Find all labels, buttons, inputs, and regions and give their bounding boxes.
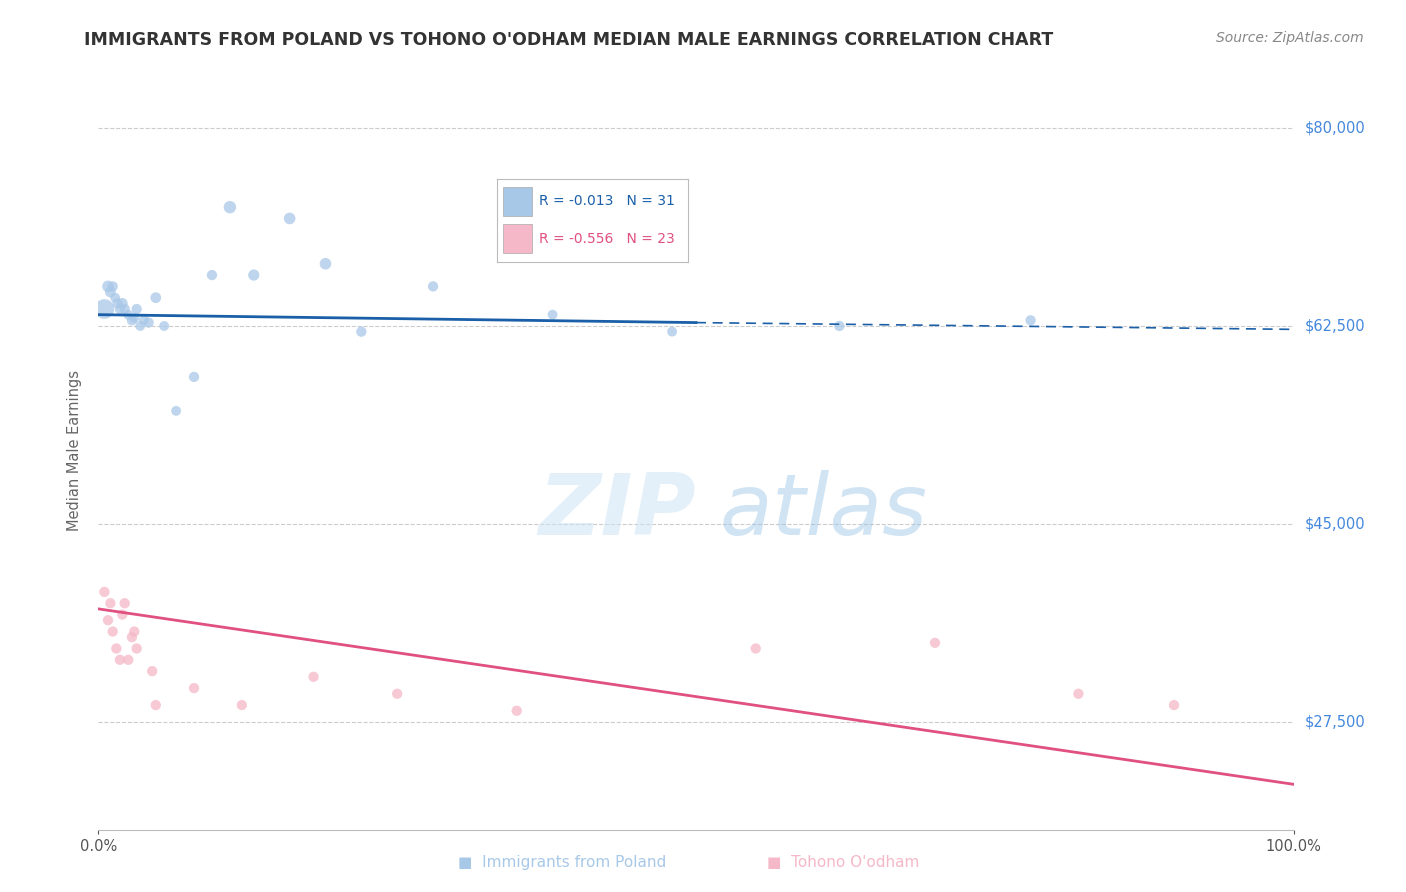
Point [145, 698, 167, 712]
Point [302, 670, 325, 684]
Point [541, 308, 564, 322]
Point [278, 211, 301, 226]
Text: $62,500: $62,500 [1305, 318, 1365, 334]
Point [153, 318, 176, 333]
Text: atlas: atlas [720, 469, 928, 553]
Text: ■  Tohono O'odham: ■ Tohono O'odham [768, 855, 920, 870]
Bar [503, 225, 531, 253]
Point [121, 630, 143, 644]
Point [107, 296, 129, 310]
Text: ■  Immigrants from Poland: ■ Immigrants from Poland [458, 855, 666, 870]
Point [129, 318, 152, 333]
Point [183, 681, 205, 695]
Point [138, 316, 160, 330]
Point [661, 325, 683, 339]
Point [201, 268, 224, 282]
Text: R = -0.556   N = 23: R = -0.556 N = 23 [538, 232, 675, 246]
Point [1163, 698, 1185, 712]
Point [111, 296, 134, 310]
Point [117, 653, 139, 667]
Point [117, 308, 139, 322]
Point [924, 636, 946, 650]
Point [125, 301, 148, 316]
Point [114, 301, 136, 316]
Point [121, 313, 143, 327]
Y-axis label: Median Male Earnings: Median Male Earnings [67, 370, 83, 531]
Text: R = -0.013   N = 31: R = -0.013 N = 31 [538, 194, 675, 209]
Point [745, 641, 768, 656]
Point [108, 301, 131, 316]
Point [114, 596, 136, 610]
Point [165, 404, 187, 418]
Point [385, 687, 409, 701]
Point [124, 624, 146, 639]
Point [108, 653, 131, 667]
Point [105, 641, 128, 656]
Point [101, 624, 124, 639]
Point [506, 704, 529, 718]
Point [350, 325, 373, 339]
Point [97, 279, 120, 293]
Point [183, 370, 205, 384]
Point [101, 279, 124, 293]
Text: $80,000: $80,000 [1305, 120, 1365, 136]
Point [93, 585, 115, 599]
Point [141, 664, 163, 678]
Point [98, 596, 122, 610]
Point [422, 279, 444, 293]
Point [97, 613, 120, 627]
Point [315, 257, 337, 271]
Point [1019, 313, 1042, 327]
Point [111, 607, 134, 622]
Point [145, 291, 167, 305]
Point [125, 641, 148, 656]
Point [93, 301, 115, 316]
Bar [503, 187, 531, 216]
Point [1067, 687, 1090, 701]
Text: ZIP: ZIP [538, 469, 696, 553]
Point [98, 285, 122, 299]
Point [104, 291, 127, 305]
Point [132, 313, 155, 327]
Text: $27,500: $27,500 [1305, 714, 1365, 730]
Text: IMMIGRANTS FROM POLAND VS TOHONO O'ODHAM MEDIAN MALE EARNINGS CORRELATION CHART: IMMIGRANTS FROM POLAND VS TOHONO O'ODHAM… [84, 31, 1053, 49]
Point [828, 318, 851, 333]
Point [124, 311, 146, 326]
Point [243, 268, 266, 282]
Point [219, 200, 242, 214]
Point [231, 698, 253, 712]
Text: Source: ZipAtlas.com: Source: ZipAtlas.com [1216, 31, 1364, 45]
Text: $45,000: $45,000 [1305, 516, 1365, 532]
